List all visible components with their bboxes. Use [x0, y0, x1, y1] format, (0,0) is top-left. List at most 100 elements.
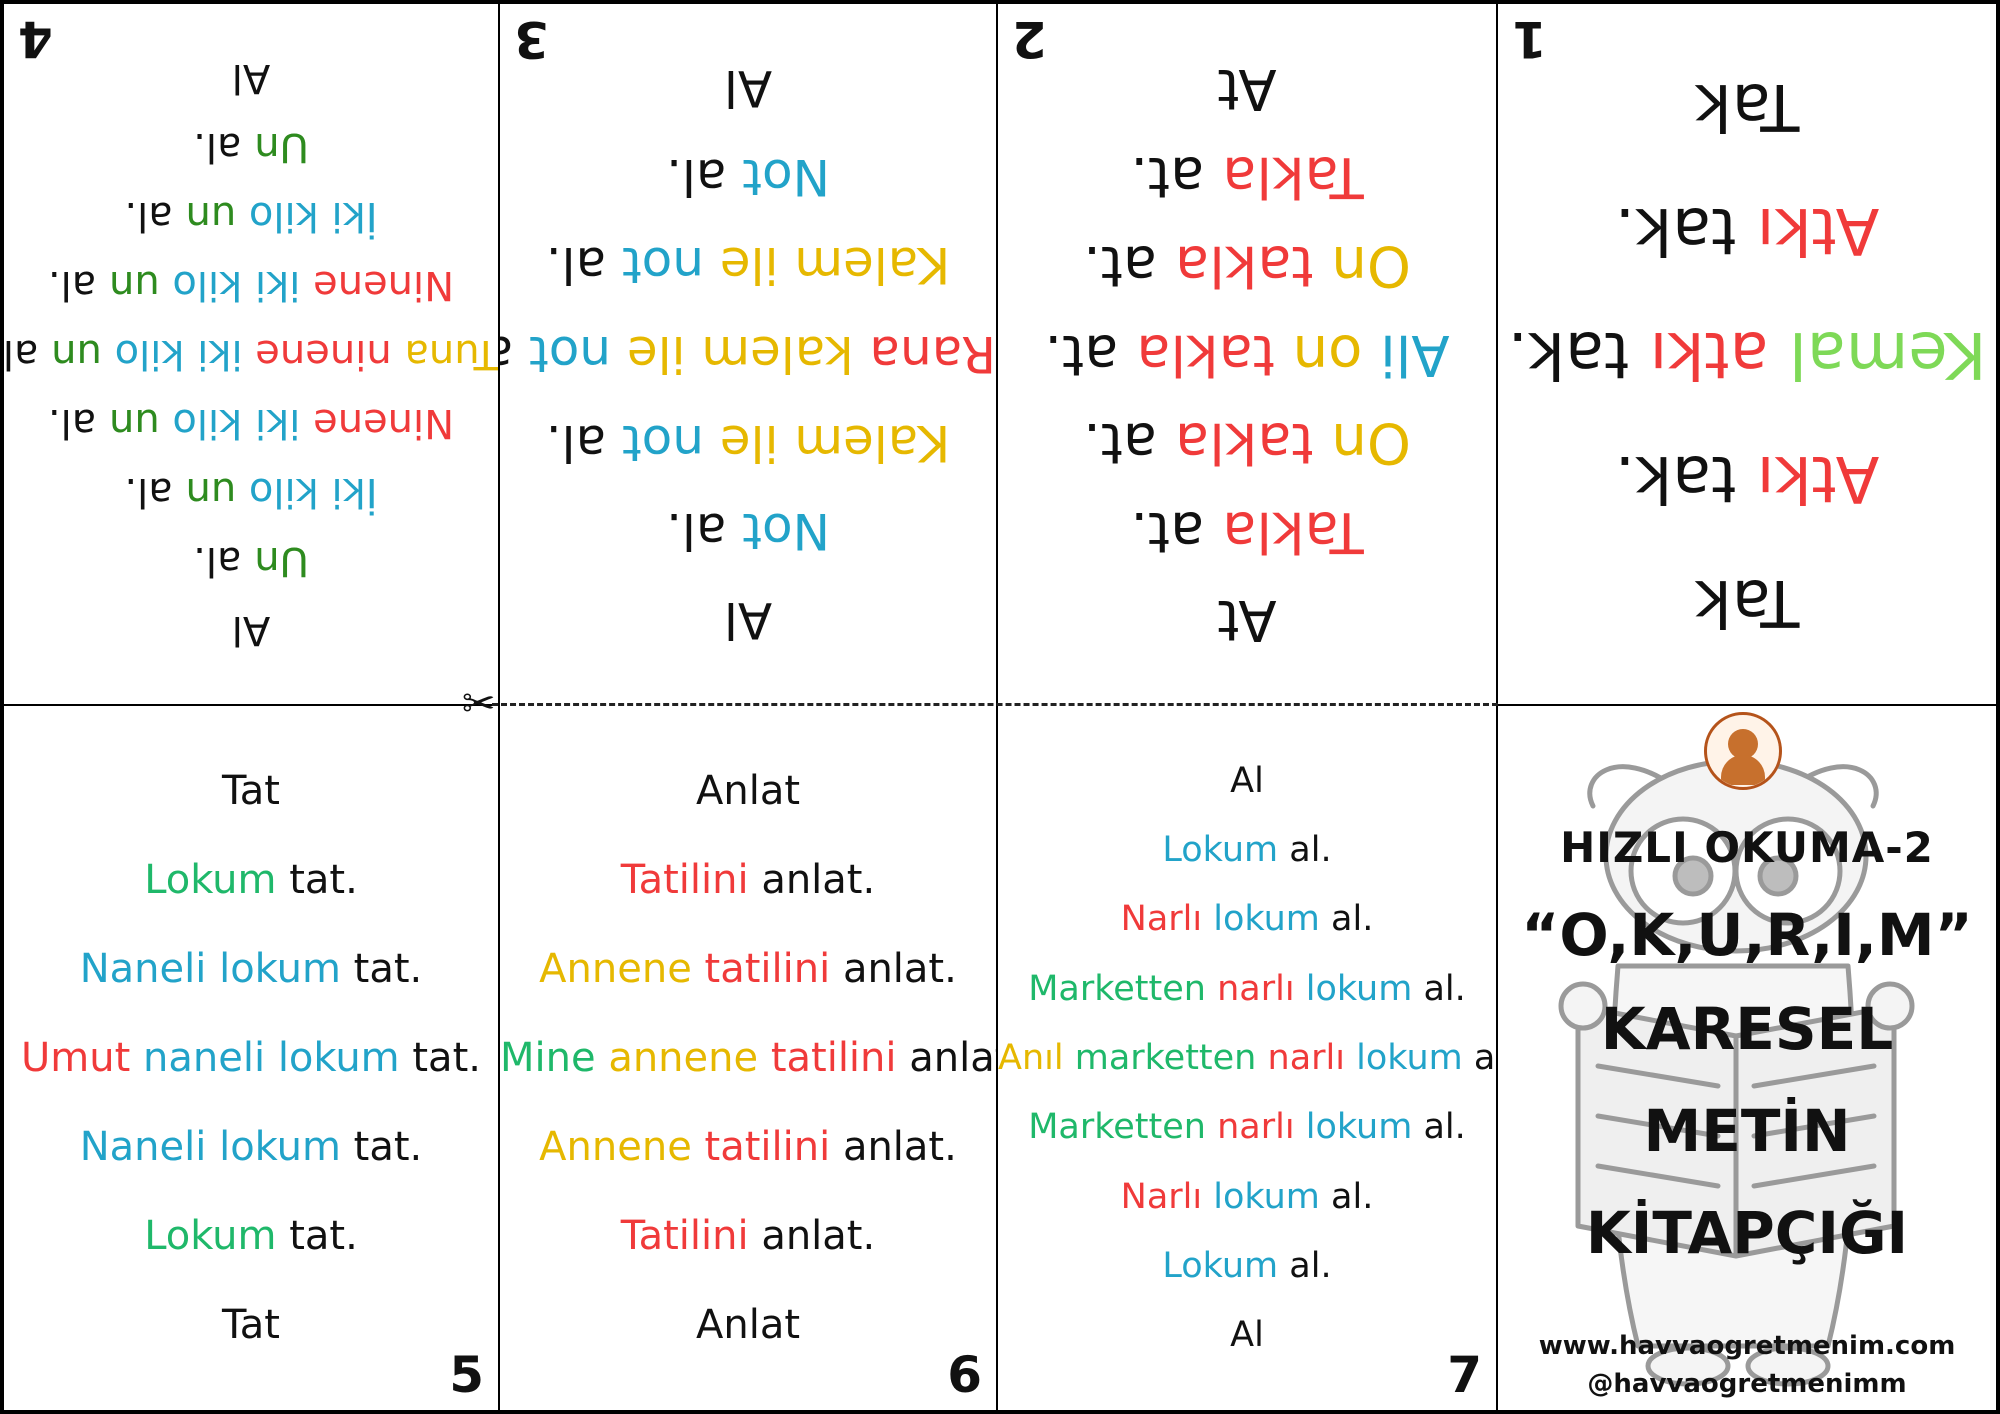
word: Al [231, 606, 271, 653]
word: narlı [1217, 1107, 1295, 1148]
panel-1: Tak Atkı tak. Kemal atkı tak. Atkı tak. Tak 1 [1498, 4, 1996, 704]
word: Marketten [1028, 968, 1206, 1009]
text-line: Marketten narlı lokum al. [998, 968, 1496, 1010]
text-line: Marketten narlı lokum al. [998, 1106, 1496, 1148]
cover-title-line1: HIZLI OKUMA-2 [1560, 823, 1934, 872]
word: Naneli [79, 945, 207, 992]
text-line: Un al. [4, 123, 498, 171]
text-line: Tak [1498, 68, 1996, 145]
word: lokum [219, 945, 341, 992]
panel-3: Al Not al. Kalem ile not al. Rana kalem ile… [500, 4, 996, 704]
word: Takla [1222, 498, 1364, 564]
text-line: At [998, 55, 1496, 122]
text-line: Lokum tat. [4, 1212, 498, 1260]
text-line: Anıl marketten narlı lokum al. [998, 1037, 1496, 1079]
social-handle[interactable]: @havvaogretmenimm [1587, 1369, 1907, 1399]
word: tat. [412, 1035, 481, 1081]
panel-5-content: Tat Lokum tat. Naneli lokum tat. Umut nanel… [4, 706, 498, 1410]
text-line: At [998, 586, 1496, 653]
panel-2-content: At Takla at. On takla at. Ali on takla at. O… [998, 4, 1496, 704]
word: İki [331, 193, 378, 240]
panel-7-content: Al Lokum al. Narlı lokum al. Marketten narl… [998, 706, 1496, 1410]
word: al. [500, 325, 513, 383]
word: al. [124, 193, 173, 240]
word: al. [666, 502, 727, 561]
text-line: On takla at. [998, 409, 1496, 476]
word: Tat [221, 767, 280, 814]
border-left [0, 0, 4, 1414]
word: anlat. [761, 1213, 876, 1260]
word: at. [1083, 233, 1158, 299]
scissors-icon: ✂ [462, 681, 496, 727]
text-line: Rana kalem ile not al. [500, 324, 996, 384]
text-line: Lokum tat. [4, 856, 498, 904]
text-line: Tat [4, 1301, 498, 1349]
word: annene [608, 1035, 759, 1081]
word: un [185, 193, 237, 240]
word: ile [719, 236, 779, 295]
text-line: Ninene iki kilo un al. [4, 261, 498, 309]
word: Mine [500, 1035, 596, 1081]
word: un [108, 262, 160, 309]
word: al. [545, 413, 607, 472]
word: at. [1044, 321, 1119, 387]
word: lokum [219, 1124, 341, 1171]
text-line: Naneli lokum tat. [4, 945, 498, 993]
word: Ali [1380, 321, 1450, 387]
word: lokum [277, 1035, 400, 1081]
page-number: 4 [18, 10, 53, 68]
divider-h-left [0, 704, 498, 706]
text-line: Tuna ninene iki kilo un al. [4, 330, 498, 378]
word: Un [254, 537, 309, 584]
word: Lokum [1162, 1246, 1279, 1286]
word: tak. [1614, 441, 1737, 516]
cover-panel: HIZLI OKUMA-2 “O,K,U,R,I,M” KARESEL METİ… [1498, 706, 1996, 1410]
text-line: İki kilo un al. [4, 468, 498, 516]
word: Al [723, 59, 773, 118]
panel-7: Al Lokum al. Narlı lokum al. Marketten narl… [998, 706, 1496, 1410]
word: tat. [289, 1213, 358, 1260]
text-line: Naneli lokum tat. [4, 1123, 498, 1171]
word: at. [1130, 144, 1205, 210]
text-line: Atkı tak. [1498, 192, 1996, 269]
page-number: 1 [1512, 10, 1547, 68]
word: al. [124, 468, 173, 515]
word: Un [254, 124, 309, 171]
word: al. [4, 331, 39, 377]
word: kalem [701, 325, 854, 383]
word: Kalem [794, 236, 951, 295]
word: takla [1136, 321, 1275, 387]
word: naneli [143, 1035, 266, 1081]
divider-v3 [1496, 0, 1498, 1414]
word: Atkı [1756, 193, 1880, 268]
word: kilo [114, 331, 185, 377]
word: Al [723, 590, 773, 649]
word: tat. [289, 856, 358, 903]
word: al. [193, 124, 242, 171]
word: tatilini [770, 1035, 897, 1081]
text-line: Tatilini anlat. [500, 856, 996, 904]
word: not [622, 413, 704, 472]
word: narlı [1267, 1038, 1345, 1078]
page-number: 5 [449, 1346, 484, 1404]
text-line: Tat [4, 767, 498, 815]
word: Al [1230, 760, 1264, 801]
word: Al [1230, 1315, 1264, 1356]
word: Al [231, 55, 271, 102]
word: un [51, 331, 102, 377]
text-line: Al [4, 606, 498, 654]
divider-v2 [996, 0, 998, 1414]
word: al. [47, 399, 97, 446]
word: lokum [1213, 1176, 1320, 1217]
page-number: 7 [1447, 1346, 1482, 1404]
word: On [1331, 410, 1411, 476]
text-line: Umut naneli lokum tat. [4, 1034, 498, 1082]
word: Anlat [695, 767, 801, 814]
word: Anlat [695, 1302, 801, 1349]
text-line: Ali on takla at. [998, 320, 1496, 387]
bug-mascot-illustration [1558, 758, 1915, 1387]
word: anlat. [909, 1035, 996, 1081]
website-link[interactable]: www.havvaogretmenim.com [1538, 1331, 1956, 1361]
word: al. [1289, 830, 1332, 870]
word: Narlı [1120, 899, 1203, 940]
